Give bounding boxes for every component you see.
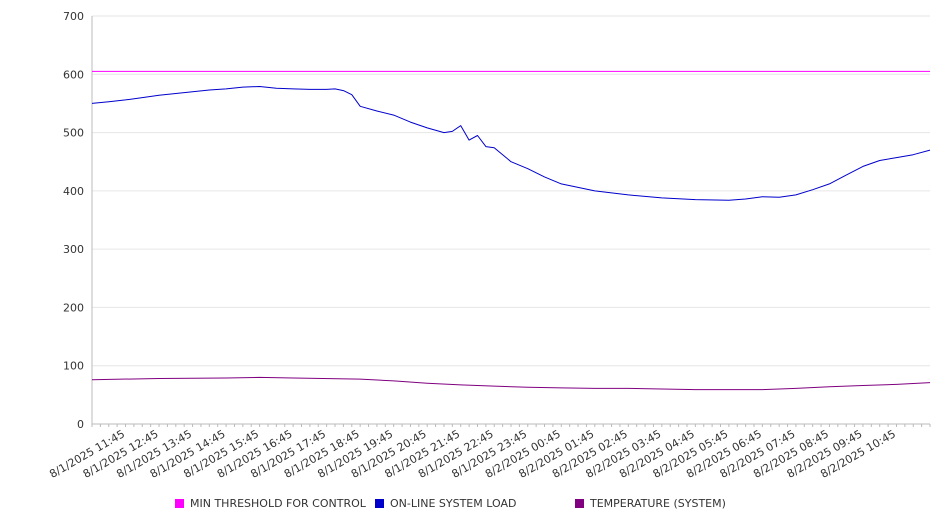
y-tick-label: 400	[63, 185, 84, 198]
legend: MIN THRESHOLD FOR CONTROL ON-LINE SYSTEM …	[0, 497, 946, 515]
series-line-2	[91, 376, 931, 391]
legend-item[interactable]: MIN THRESHOLD FOR CONTROL	[175, 497, 366, 510]
y-tick-label: 300	[63, 243, 84, 256]
legend-item[interactable]: TEMPERATURE (SYSTEM)	[575, 497, 726, 510]
y-tick-label: 0	[77, 418, 84, 431]
legend-item[interactable]: ON-LINE SYSTEM LOAD	[375, 497, 516, 510]
legend-swatch	[375, 499, 384, 508]
y-tick-label: 100	[63, 360, 84, 373]
y-tick-label: 500	[63, 127, 84, 140]
legend-swatch	[575, 499, 584, 508]
series-line-1	[91, 86, 931, 201]
grid-lines	[92, 15, 930, 367]
legend-label: ON-LINE SYSTEM LOAD	[390, 497, 517, 510]
series-lines	[91, 70, 931, 391]
y-tick-label: 600	[63, 68, 84, 81]
y-tick-label: 700	[63, 10, 84, 23]
y-axis: 0 100 200 300 400 500 600 700	[63, 10, 93, 431]
line-chart: 0 100 200 300 400 500 600 700 8/1/2025 11:458/1…	[47, 10, 931, 481]
y-tick-label: 200	[63, 301, 84, 314]
x-axis: 8/1/2025 11:458/1/2025 12:458/1/2025 13:…	[47, 423, 931, 481]
legend-swatch	[175, 499, 184, 508]
legend-label: MIN THRESHOLD FOR CONTROL	[190, 497, 366, 510]
legend-label: TEMPERATURE (SYSTEM)	[590, 497, 726, 510]
